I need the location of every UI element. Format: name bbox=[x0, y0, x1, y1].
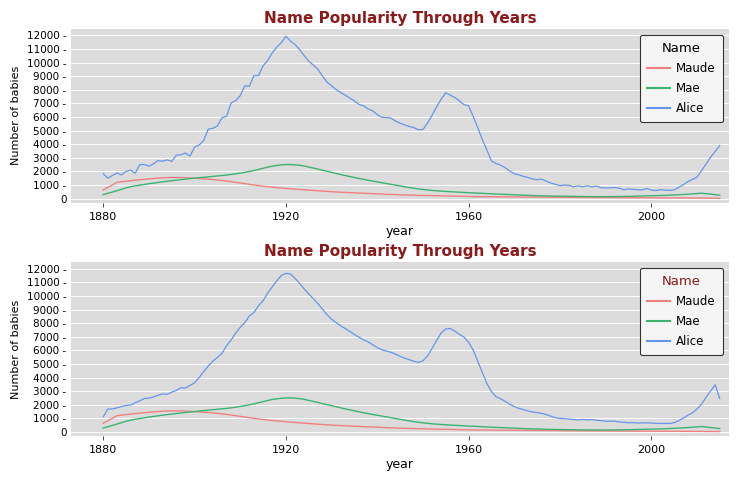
Y-axis label: Number of babies: Number of babies bbox=[11, 66, 21, 165]
X-axis label: year: year bbox=[386, 458, 414, 471]
X-axis label: year: year bbox=[386, 225, 414, 238]
Title: Name Popularity Through Years: Name Popularity Through Years bbox=[263, 244, 536, 259]
Title: Name Popularity Through Years: Name Popularity Through Years bbox=[263, 11, 536, 26]
Legend: Maude, Mae, Alice: Maude, Mae, Alice bbox=[639, 35, 723, 122]
Legend: Maude, Mae, Alice: Maude, Mae, Alice bbox=[639, 268, 723, 355]
Y-axis label: Number of babies: Number of babies bbox=[11, 299, 21, 399]
